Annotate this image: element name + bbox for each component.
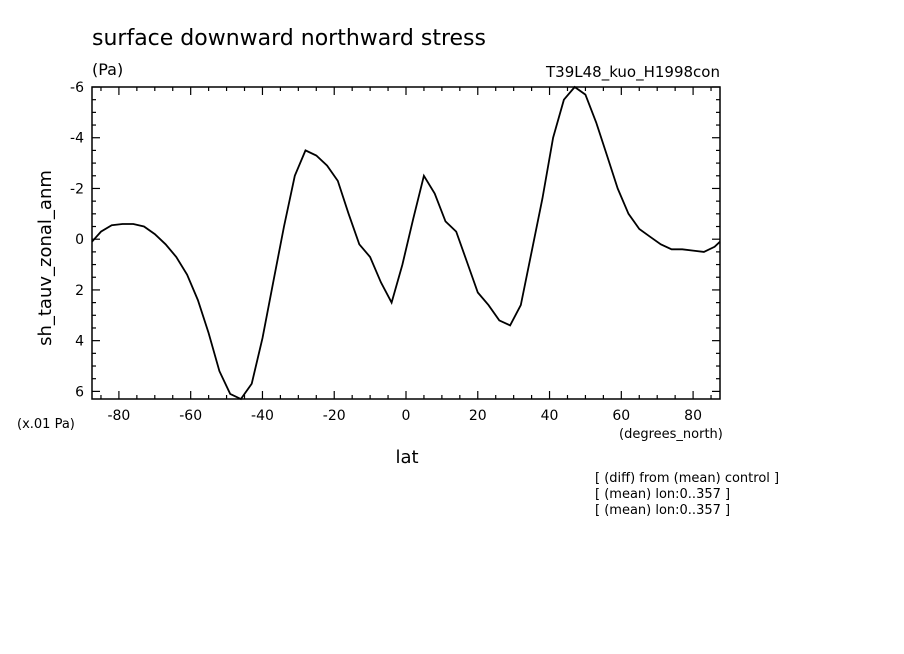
plot-frame [91, 86, 721, 400]
axis-ticks [92, 86, 720, 399]
series-line [91, 85, 721, 401]
x-tick-label: -20 [323, 408, 346, 424]
chart-units: (Pa) [92, 60, 123, 79]
note-line: [ (mean) lon:0..357 ] [595, 503, 730, 518]
x-tick-label: 20 [469, 408, 487, 424]
y-tick-label: -2 [70, 181, 84, 197]
y-tick-label: 6 [75, 384, 84, 400]
x-tick-label: 0 [402, 408, 411, 424]
chart-title: surface downward northward stress [92, 26, 486, 51]
x-axis-label: lat [395, 447, 418, 468]
y-tick-label: 0 [75, 232, 84, 248]
x-axis-units: (degrees_north) [619, 427, 723, 442]
x-tick-label: -40 [251, 408, 274, 424]
y-tick-label: 2 [75, 283, 84, 299]
y-axis-label: sh_tauv_zonal_anm [35, 170, 56, 346]
x-tick-label: 80 [684, 408, 702, 424]
y-scale-note: (x.01 Pa) [17, 417, 75, 432]
y-tick-label: -4 [70, 131, 84, 147]
y-tick-label: -6 [70, 80, 84, 96]
x-tick-label: 60 [612, 408, 630, 424]
x-tick-label: -80 [107, 408, 130, 424]
x-tick-label: -60 [179, 408, 202, 424]
note-line: [ (diff) from (mean) control ] [595, 471, 779, 486]
y-tick-label: 4 [75, 334, 84, 350]
x-tick-label: 40 [541, 408, 559, 424]
note-line: [ (mean) lon:0..357 ] [595, 487, 730, 502]
run-label: T39L48_kuo_H1998con [545, 63, 720, 82]
